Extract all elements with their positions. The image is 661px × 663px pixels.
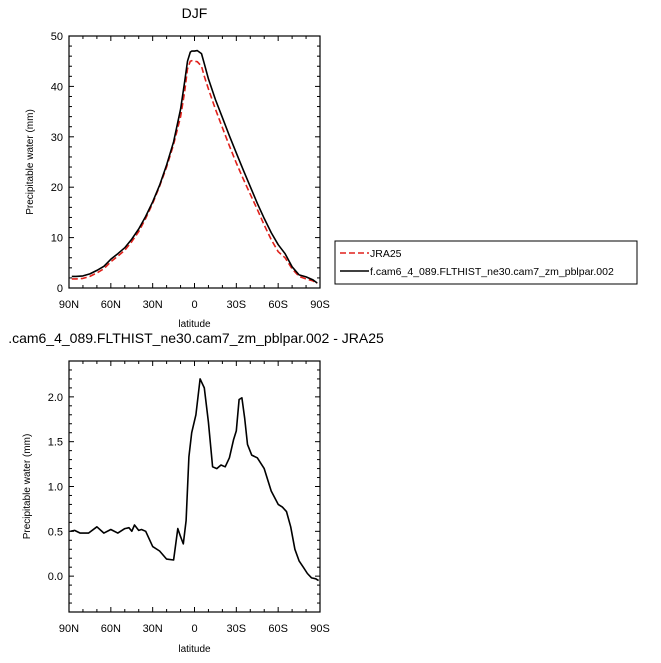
y-tick-label: 50 <box>51 31 63 43</box>
y-tick-label: 0.0 <box>48 571 63 583</box>
y-tick-label: 30 <box>51 132 63 144</box>
legend: JRA25 f.cam6_4_089.FLTHIST_ne30.cam7_zm_p… <box>334 240 638 285</box>
legend-label-1: JRA25 <box>370 248 402 260</box>
x-tick-label: 0 <box>191 299 197 311</box>
y-axis-label: Precipitable water (mm) <box>22 434 33 540</box>
y-tick-label: 0.5 <box>48 526 63 538</box>
x-tick-label: 30S <box>227 623 247 635</box>
y-tick-label: 1.0 <box>48 482 63 494</box>
chart-title: DJF <box>182 5 208 21</box>
y-tick-label: 1.5 <box>48 437 63 449</box>
y-tick-label: 2.0 <box>48 392 63 404</box>
x-tick-label: 60N <box>101 623 121 635</box>
x-tick-label: 60N <box>101 299 121 311</box>
x-tick-label: 30N <box>143 299 163 311</box>
x-tick-label: 60S <box>268 623 288 635</box>
x-tick-label: 90N <box>59 299 79 311</box>
x-tick-label: 90N <box>59 623 79 635</box>
x-axis-label: latitude <box>178 319 211 330</box>
y-tick-label: 0 <box>57 283 63 295</box>
series-line-1 <box>70 378 320 582</box>
x-tick-label: 30S <box>227 299 247 311</box>
y-tick-label: 10 <box>51 233 63 245</box>
chart-panel-2: .cam6_4_089.FLTHIST_ne30.cam7_zm_pblpar.… <box>8 330 384 655</box>
legend-box <box>334 240 638 285</box>
series-line-1 <box>71 59 318 285</box>
chart-panel-1: DJF 90N 60N 30N 0 30S 60S 90S 0 10 20 30 40 50 latitud… <box>25 5 638 330</box>
y-axis-label: Precipitable water (mm) <box>25 109 36 215</box>
plot-frame <box>68 35 321 289</box>
x-tick-label: 30N <box>143 623 163 635</box>
x-tick-label: 0 <box>191 623 197 635</box>
series-line-2 <box>71 49 318 284</box>
x-axis-label: latitude <box>178 644 211 655</box>
legend-label-2: f.cam6_4_089.FLTHIST_ne30.cam7_zm_pblpar… <box>370 266 614 278</box>
y-tick-label: 20 <box>51 182 63 194</box>
x-tick-label: 90S <box>310 623 330 635</box>
y-tick-label: 40 <box>51 81 63 93</box>
plot-frame <box>68 360 321 613</box>
x-tick-label: 60S <box>268 299 288 311</box>
x-tick-label: 90S <box>310 299 330 311</box>
chart-title: .cam6_4_089.FLTHIST_ne30.cam7_zm_pblpar.… <box>8 330 384 346</box>
